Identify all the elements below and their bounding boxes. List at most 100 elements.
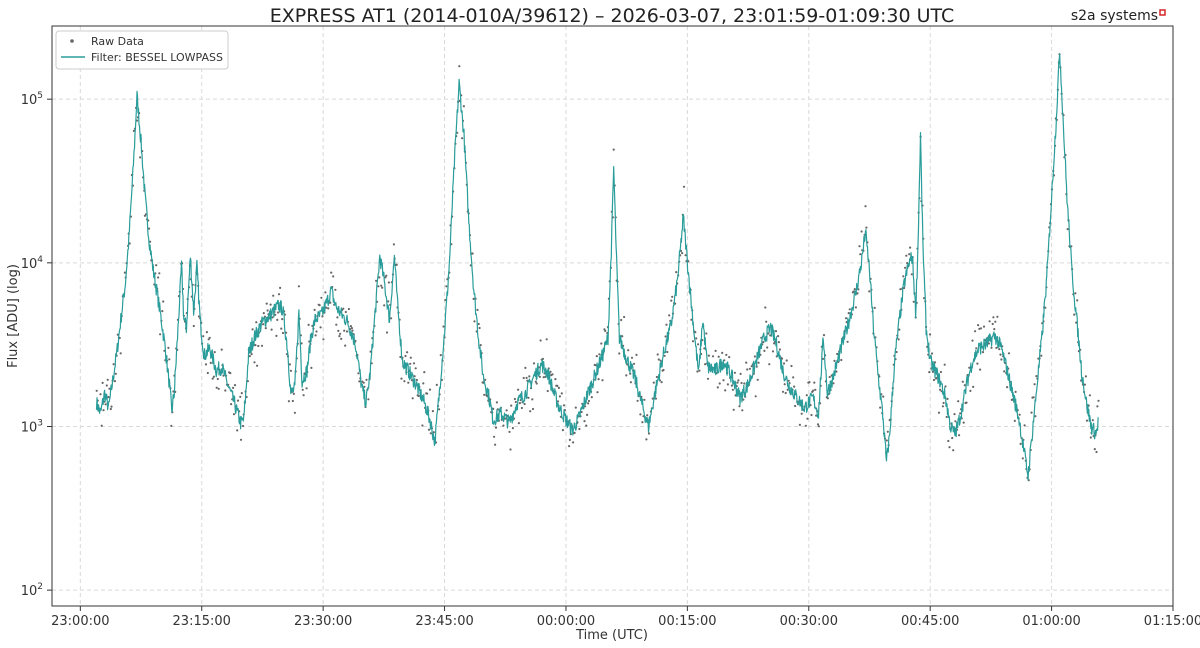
raw-data-point [271,316,274,319]
raw-data-point [132,129,135,132]
raw-data-point [403,380,406,383]
raw-data-point [546,389,549,393]
raw-data-point [952,449,955,452]
raw-data-point [675,271,678,274]
raw-data-point [961,380,964,383]
raw-data-point [483,393,486,396]
raw-data-point [330,271,333,274]
raw-data-point [99,393,102,396]
raw-data-point [902,275,905,278]
raw-data-point [524,366,527,369]
raw-data-point [1023,424,1026,427]
raw-data-point [598,353,601,356]
raw-data-point [255,321,258,324]
raw-data-point [113,380,116,383]
raw-data-point [110,405,113,408]
raw-data-point [858,245,861,248]
raw-data-point [395,263,398,266]
raw-data-point [930,352,934,355]
raw-data-point [621,335,624,338]
raw-data-point [1033,383,1036,386]
raw-data-point [556,384,559,387]
raw-data-point [846,340,849,343]
raw-data-point [505,409,508,412]
raw-data-point [332,275,335,278]
raw-data-point [578,427,581,431]
raw-data-point [1040,354,1043,357]
raw-data-point [773,342,776,345]
raw-data-point [1014,390,1017,393]
raw-data-point [264,327,267,330]
raw-data-point [155,264,158,267]
raw-data-point [378,276,381,279]
raw-data-point [739,372,742,375]
raw-data-point [671,295,674,298]
raw-data-point [367,398,370,401]
raw-data-point [1019,442,1022,445]
raw-data-point [149,240,152,243]
x-tick-label: 23:30:00 [294,614,352,629]
raw-data-point [211,377,214,380]
raw-data-point [584,405,587,408]
raw-data-point [639,413,642,416]
raw-data-point [728,356,731,359]
raw-data-point [502,424,505,427]
raw-data-point [1013,419,1016,422]
raw-data-point [212,375,215,378]
raw-data-point [968,366,971,369]
raw-data-point [321,315,324,318]
raw-data-point [853,288,856,291]
raw-data-point [439,354,442,357]
raw-data-point [109,407,112,411]
raw-data-point [347,307,350,311]
legend: Raw Data Filter: BESSEL LOWPASS [55,30,229,70]
raw-data-point [813,381,816,384]
raw-data-point [531,398,534,401]
raw-data-point [409,362,412,365]
raw-data-point [415,378,418,382]
raw-data-point [208,336,211,339]
raw-data-point [551,373,554,376]
raw-data-point [835,370,838,373]
raw-data-point [859,253,862,256]
raw-data-point [409,356,412,359]
raw-data-point [301,388,304,391]
raw-data-point [684,254,687,257]
raw-data-point [707,354,711,357]
raw-data-point [239,395,242,398]
raw-data-point [587,402,590,405]
raw-data-point [764,306,767,309]
raw-data-point [385,331,389,334]
raw-data-point [991,322,994,326]
raw-data-point [508,430,511,433]
raw-data-point [528,375,531,378]
raw-data-point [542,376,545,379]
raw-data-point [147,227,151,230]
raw-data-point [762,341,765,344]
raw-data-point [662,368,665,372]
raw-data-point [392,243,395,246]
brand-mark-icon [1159,9,1166,16]
raw-data-point [112,363,115,366]
legend-raw-label: Raw Data [91,35,144,48]
legend-box [55,30,229,70]
raw-data-point [886,430,889,433]
raw-data-point [400,377,403,380]
raw-data-point [1032,396,1035,399]
raw-data-point [620,318,623,322]
raw-data-point [852,290,855,293]
chart-title: EXPRESS AT1 (2014-010A/39612) – 2026-03-… [270,5,955,27]
raw-data-point [972,385,975,388]
raw-data-point [414,367,417,370]
raw-data-point [529,410,532,413]
raw-data-point [510,404,513,407]
raw-data-point [836,352,839,356]
raw-data-point [471,252,474,255]
raw-data-point [977,324,980,327]
raw-data-point [560,392,563,395]
raw-data-point [974,330,977,333]
raw-data-point [288,363,291,366]
raw-data-point [523,402,526,406]
raw-data-point [798,423,802,426]
raw-data-point [428,388,432,391]
